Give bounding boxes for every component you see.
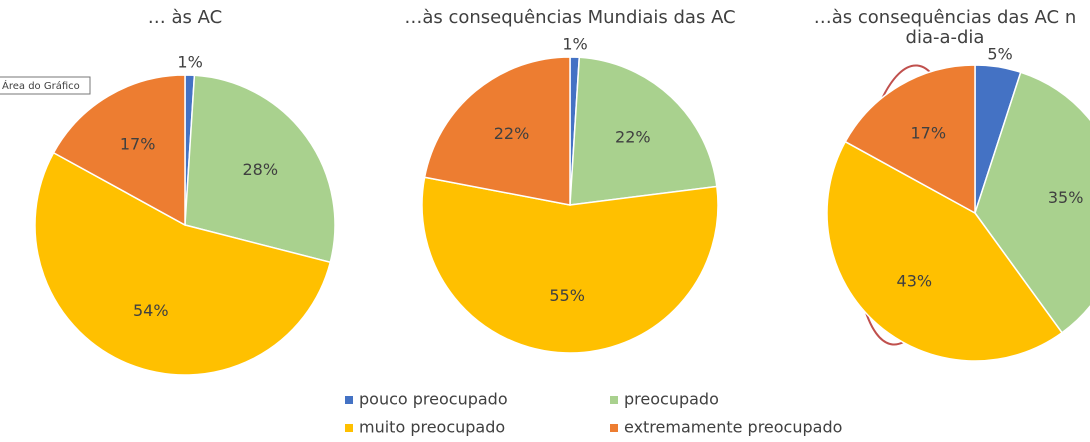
- pie-slice: [974, 71, 1090, 334]
- legend-swatch: [345, 396, 353, 404]
- tooltip-text: Área do Gráfico: [2, 79, 80, 92]
- pie-slice: [184, 74, 336, 264]
- legend-label: muito preocupado: [359, 418, 505, 437]
- chart-title: … às AC: [148, 7, 222, 28]
- legend-label: preocupado: [624, 390, 719, 409]
- data-label: 54%: [133, 301, 169, 320]
- tooltip: Área do Gráfico: [0, 76, 91, 95]
- data-label: 1%: [562, 35, 587, 54]
- data-label: 35%: [1048, 188, 1084, 207]
- pie-slice: [826, 140, 1064, 362]
- legend-label: extremamente preocupado: [624, 418, 842, 437]
- legend-swatch: [610, 396, 618, 404]
- tooltip-box: [0, 76, 91, 95]
- pie-slice: [844, 64, 976, 215]
- legend-label: pouco preocupado: [359, 390, 508, 409]
- legend-swatch: [345, 424, 353, 432]
- data-label: 17%: [911, 124, 947, 143]
- pie-slice: [34, 151, 332, 376]
- data-label: 1%: [177, 53, 202, 72]
- pie-slice: [569, 56, 718, 206]
- pie-slice: [421, 176, 719, 354]
- chart-title: …às consequências Mundiais das AC: [404, 7, 735, 28]
- chart-title: dia-a-dia: [906, 27, 985, 48]
- chart-title: …às consequências das AC n: [814, 7, 1077, 28]
- pie-slice: [423, 56, 571, 206]
- data-label: 17%: [120, 134, 156, 153]
- data-label: 43%: [897, 271, 933, 290]
- data-label: 22%: [494, 124, 530, 143]
- data-label: 5%: [987, 44, 1012, 63]
- pie-slice: [52, 74, 186, 227]
- data-label: 28%: [242, 160, 278, 179]
- data-label: 22%: [615, 128, 651, 147]
- legend-swatch: [610, 424, 618, 432]
- data-label: 55%: [549, 286, 585, 305]
